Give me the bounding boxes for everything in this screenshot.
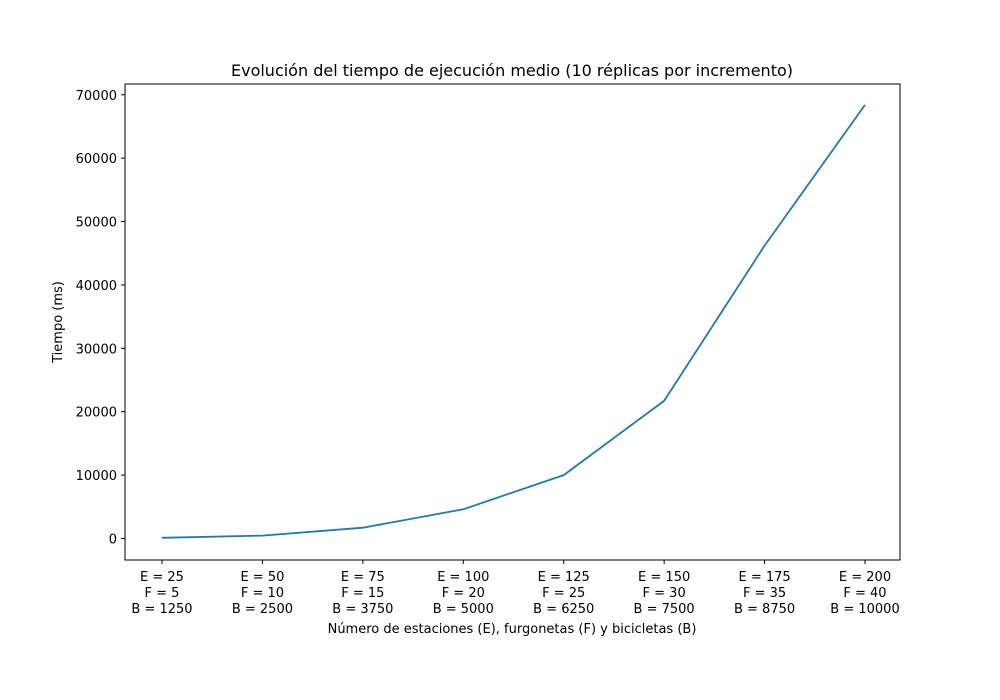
x-tick-label: E = 150 <box>638 570 690 585</box>
x-tick-label: E = 100 <box>437 570 489 585</box>
y-tick-label: 30000 <box>76 342 117 357</box>
y-axis: 0 10000 20000 30000 40000 50000 60000 70000 <box>76 89 125 547</box>
x-tick-label: B = 3750 <box>332 602 393 617</box>
x-axis: E = 25F = 5B = 1250 E = 50F = 10B = 2500 E… <box>131 560 900 617</box>
x-tick-label: F = 40 <box>843 586 886 601</box>
x-tick-label: B = 7500 <box>634 602 695 617</box>
plot-frame <box>124 83 901 561</box>
x-tick-label: B = 5000 <box>433 602 494 617</box>
y-tick-label: 20000 <box>76 406 117 421</box>
y-tick-label: 60000 <box>76 152 117 167</box>
x-tick-label: E = 175 <box>738 570 790 585</box>
x-tick-label: F = 5 <box>145 586 180 601</box>
y-tick-label: 0 <box>109 532 117 547</box>
x-tick-label: B = 2500 <box>232 602 293 617</box>
x-tick-label: F = 25 <box>542 586 585 601</box>
plot-area <box>161 104 866 539</box>
x-tick-label: B = 8750 <box>734 602 795 617</box>
x-tick-label: F = 10 <box>241 586 284 601</box>
x-tick-label: E = 25 <box>140 570 184 585</box>
x-tick-label: F = 20 <box>442 586 485 601</box>
y-axis-label: Tiempo (ms) <box>51 281 66 364</box>
y-tick-label: 70000 <box>76 89 117 104</box>
chart-title: Evolución del tiempo de ejecución medio … <box>231 61 793 80</box>
x-tick-label: E = 125 <box>538 570 590 585</box>
x-tick-label: E = 50 <box>240 570 284 585</box>
series-line <box>161 104 866 539</box>
y-tick-label: 50000 <box>76 216 117 231</box>
x-tick-label: F = 30 <box>643 586 686 601</box>
x-tick-label: B = 6250 <box>533 602 594 617</box>
x-tick-label: F = 15 <box>341 586 384 601</box>
x-tick-label: B = 1250 <box>131 602 192 617</box>
x-tick-label: B = 10000 <box>830 602 899 617</box>
y-tick-label: 10000 <box>76 469 117 484</box>
y-tick-label: 40000 <box>76 279 117 294</box>
x-tick-label: F = 35 <box>743 586 786 601</box>
x-tick-label: E = 75 <box>341 570 385 585</box>
x-axis-label: Número de estaciones (E), furgonetas (F)… <box>328 622 697 637</box>
x-tick-label: E = 200 <box>839 570 891 585</box>
